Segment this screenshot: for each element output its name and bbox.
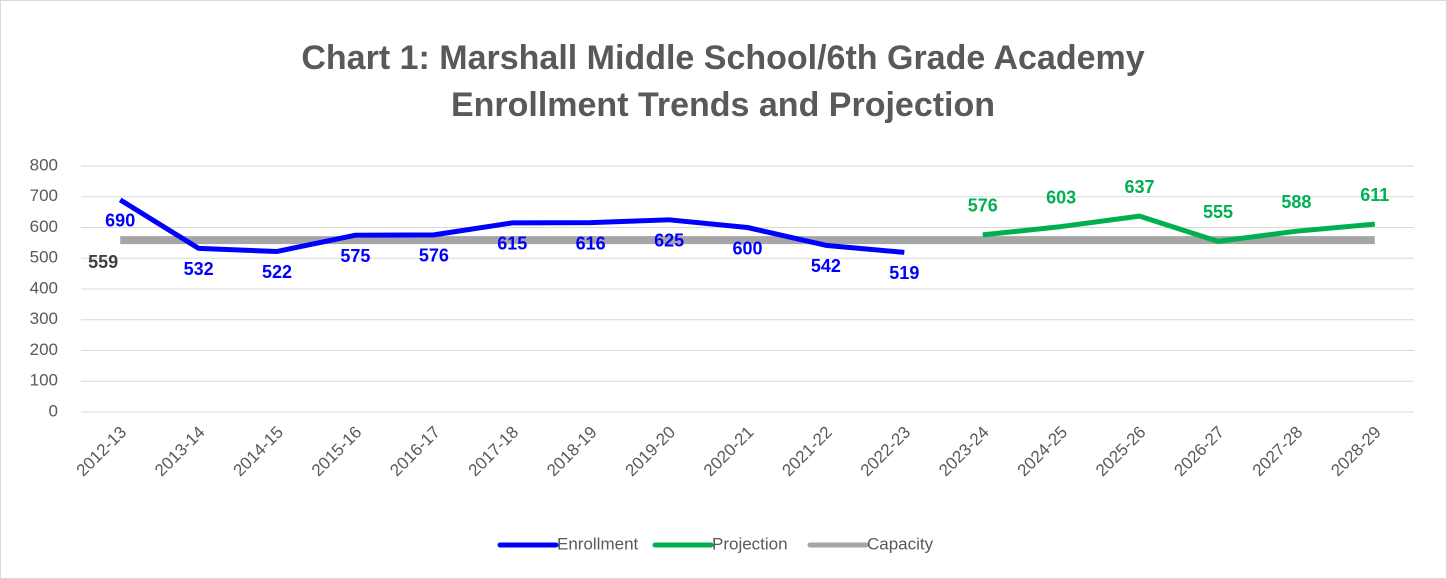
y-tick-label: 800 (30, 155, 58, 174)
data-label: 603 (1046, 187, 1076, 207)
data-label: 532 (184, 259, 214, 279)
data-label: 637 (1125, 177, 1155, 197)
data-label: 576 (419, 246, 449, 266)
series-line (118, 197, 905, 255)
y-tick-label: 200 (30, 340, 58, 359)
legend-label: Enrollment (557, 534, 639, 553)
data-label: 519 (889, 263, 919, 283)
data-label: 555 (1203, 202, 1233, 222)
data-label: 615 (497, 234, 527, 254)
data-label: 575 (340, 246, 370, 266)
data-label: 559 (88, 252, 118, 272)
y-tick-label: 600 (30, 217, 58, 236)
series-line (982, 213, 1376, 244)
data-label: 522 (262, 262, 292, 282)
data-label: 576 (968, 196, 998, 216)
y-tick-label: 100 (30, 371, 58, 390)
y-tick-label: 700 (30, 186, 58, 205)
data-label: 600 (732, 238, 762, 258)
legend-label: Capacity (867, 534, 934, 553)
chart-title: Chart 1: Marshall Middle School/6th Grad… (301, 39, 1144, 77)
y-tick-label: 300 (30, 309, 58, 328)
y-tick-label: 0 (49, 401, 58, 420)
data-label: 625 (654, 231, 684, 251)
data-label: 616 (576, 233, 606, 253)
data-label: 690 (105, 211, 135, 231)
y-tick-label: 400 (30, 278, 58, 297)
data-label: 542 (811, 256, 841, 276)
data-label: 611 (1360, 185, 1389, 205)
y-tick-label: 500 (30, 248, 58, 267)
data-label: 588 (1281, 192, 1311, 212)
chart-title: Enrollment Trends and Projection (451, 86, 995, 124)
legend-label: Projection (712, 534, 788, 553)
